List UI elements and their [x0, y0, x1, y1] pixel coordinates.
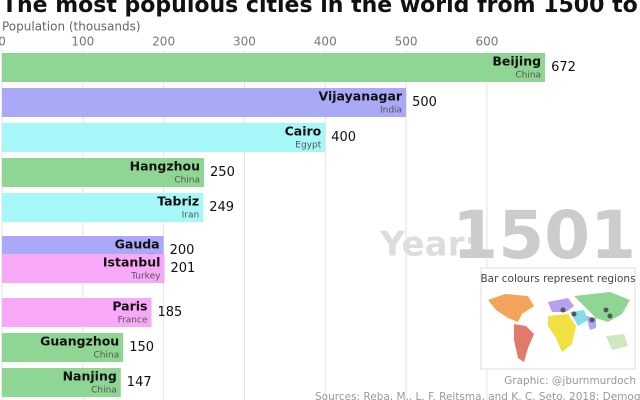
- chart-title: The most populous cities in the world fr…: [2, 0, 640, 18]
- country-label: Turkey: [130, 272, 161, 282]
- legend-title: Bar colours represent regions: [480, 273, 635, 285]
- value-label: 185: [158, 305, 183, 320]
- value-label: 500: [412, 95, 437, 110]
- country-label: Egypt: [295, 141, 321, 151]
- world-map: [488, 292, 630, 362]
- city-label: Vijayanagar: [319, 89, 403, 104]
- bar: [2, 88, 407, 117]
- axis-label: Population (thousands): [2, 20, 141, 34]
- bar: [2, 123, 326, 152]
- city-label: Beijing: [492, 54, 541, 69]
- map-dot: [571, 311, 577, 317]
- country-label: China: [91, 386, 117, 396]
- x-tick-label: 100: [71, 35, 94, 49]
- map-dot: [603, 307, 609, 313]
- country-label: China: [174, 176, 200, 186]
- map-north-america: [488, 294, 534, 322]
- value-label: 400: [331, 130, 356, 145]
- value-label: 672: [551, 60, 576, 75]
- map-asia: [574, 292, 630, 322]
- country-label: China: [94, 351, 120, 361]
- city-label: Guangzhou: [40, 334, 119, 349]
- x-tick-label: 400: [314, 35, 337, 49]
- bar: [2, 368, 121, 397]
- map-dot: [607, 313, 613, 319]
- bar: [2, 298, 152, 327]
- year-label: Year:: [379, 225, 478, 265]
- bar: [2, 254, 165, 283]
- bar: [2, 53, 546, 82]
- value-label: 147: [127, 375, 152, 390]
- x-tick-label: 500: [395, 35, 418, 49]
- source: Sources: Reba, M., L. F. Reitsma, and K.…: [315, 391, 640, 400]
- city-label: Tabriz: [157, 194, 199, 209]
- bar: [2, 193, 204, 222]
- city-label: Paris: [112, 299, 147, 314]
- city-label: Hangzhou: [130, 159, 200, 174]
- map-oceania: [606, 334, 628, 350]
- x-tick-label: 600: [475, 35, 498, 49]
- country-label: India: [380, 106, 402, 116]
- bar: [2, 158, 205, 187]
- country-label: France: [118, 316, 148, 326]
- legend: Bar colours represent regions: [480, 267, 636, 370]
- bars: Beijing China 672 Vijayanagar India 500 Cairo E…: [2, 53, 576, 397]
- country-label: Iran: [182, 211, 200, 221]
- x-tick-label: 0: [0, 35, 6, 49]
- country-label: China: [515, 71, 541, 81]
- value-label: 201: [170, 261, 195, 276]
- city-label: Gauda: [115, 237, 160, 252]
- bar: [2, 333, 124, 362]
- value-label: 200: [170, 243, 195, 258]
- x-tick-label: 300: [233, 35, 256, 49]
- value-label: 249: [209, 200, 234, 215]
- map-europe: [548, 298, 574, 312]
- map-dot: [560, 307, 566, 313]
- value-label: 150: [129, 340, 154, 355]
- credit: Graphic: @jburnmurdoch: [504, 375, 636, 387]
- x-tick-label: 200: [152, 35, 175, 49]
- map-dot: [589, 317, 595, 323]
- city-label: Nanjing: [63, 369, 117, 384]
- year: 1501: [452, 197, 636, 274]
- map-africa: [548, 314, 576, 352]
- city-label: Istanbul: [103, 255, 161, 270]
- value-label: 250: [210, 165, 235, 180]
- map-south-america: [514, 324, 534, 362]
- city-label: Cairo: [285, 124, 322, 139]
